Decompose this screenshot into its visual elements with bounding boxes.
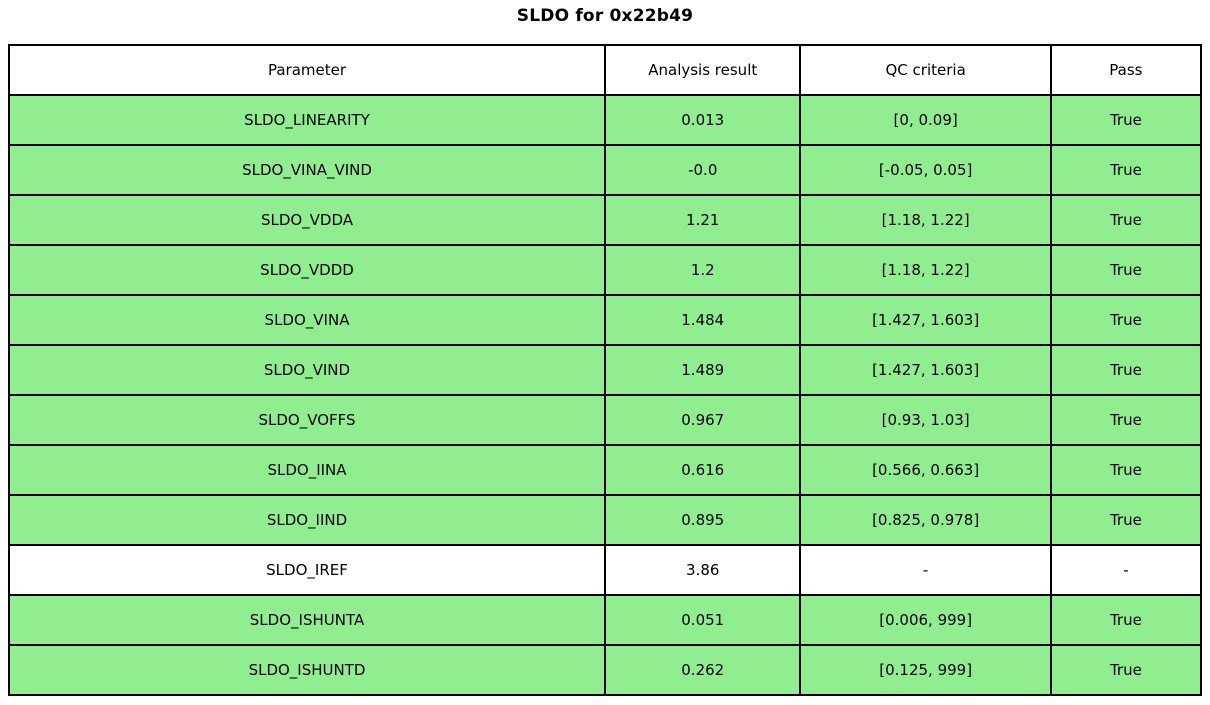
analysis-result-cell: 1.484 <box>603 294 802 346</box>
qc-results-table: Parameter Analysis result QC criteria Pa… <box>8 44 1203 696</box>
parameter-cell: SLDO_IIND <box>8 494 606 546</box>
table-row: SLDO_VIND 1.489 [1.427, 1.603] True <box>8 344 1203 396</box>
parameter-cell: SLDO_VOFFS <box>8 394 606 446</box>
parameter-cell: SLDO_VINA <box>8 294 606 346</box>
table-row: SLDO_IREF 3.86- - <box>8 544 1203 596</box>
table-row: SLDO_VINA_VIND -0.0 [-0.05, 0.05] True <box>8 144 1203 196</box>
analysis-result-cell: 1.489 <box>603 344 802 396</box>
parameter-cell: SLDO_VINA_VIND <box>8 144 606 196</box>
pass-cell: True <box>1049 644 1203 696</box>
table-row: SLDO_VDDA 1.21 [1.18, 1.22] True <box>8 194 1203 246</box>
header-row: Parameter Analysis result QC criteria Pa… <box>8 44 1203 96</box>
pass-cell: True <box>1049 444 1203 496</box>
parameter-cell: SLDO_LINEARITY <box>8 94 606 146</box>
analysis-result-cell: -0.0 <box>603 144 802 196</box>
parameter-cell: SLDO_IREF <box>8 544 606 596</box>
qc-criteria-cell: - <box>799 544 1052 596</box>
table-row: SLDO_VINA 1.484 [1.427, 1.603] True <box>8 294 1203 346</box>
pass-cell: True <box>1049 94 1203 146</box>
col-header-qc-criteria: QC criteria <box>799 44 1052 96</box>
col-header-pass: Pass <box>1049 44 1203 96</box>
parameter-cell: SLDO_VDDA <box>8 194 606 246</box>
col-header-parameter: Parameter <box>8 44 606 96</box>
analysis-result-cell: 1.2 <box>603 244 802 296</box>
qc-criteria-cell: [1.427, 1.603] <box>799 344 1052 396</box>
qc-criteria-cell: [0.93, 1.03] <box>799 394 1052 446</box>
qc-criteria-cell: [1.18, 1.22] <box>799 194 1052 246</box>
table-row: SLDO_VOFFS 0.967 [0.93, 1.03] True <box>8 394 1203 446</box>
pass-cell: True <box>1049 494 1203 546</box>
pass-cell: True <box>1049 394 1203 446</box>
qc-criteria-cell: [0.566, 0.663] <box>799 444 1052 496</box>
pass-cell: - <box>1049 544 1203 596</box>
table-row: SLDO_ISHUNTA 0.051 [0.006, 999] True <box>8 594 1203 646</box>
parameter-cell: SLDO_VDDD <box>8 244 606 296</box>
qc-criteria-cell: [0.825, 0.978] <box>799 494 1052 546</box>
parameter-cell: SLDO_VIND <box>8 344 606 396</box>
parameter-cell: SLDO_ISHUNTD <box>8 644 606 696</box>
parameter-cell: SLDO_ISHUNTA <box>8 594 606 646</box>
pass-cell: True <box>1049 344 1203 396</box>
table-row: SLDO_IINA 0.616 [0.566, 0.663] True <box>8 444 1203 496</box>
pass-cell: True <box>1049 144 1203 196</box>
analysis-result-cell: 0.967 <box>603 394 802 446</box>
analysis-result-cell: 3.86 <box>603 544 802 596</box>
analysis-result-cell: 0.013 <box>603 94 802 146</box>
qc-criteria-cell: [0, 0.09] <box>799 94 1052 146</box>
qc-criteria-cell: [0.125, 999] <box>799 644 1052 696</box>
qc-criteria-cell: [0.006, 999] <box>799 594 1052 646</box>
col-header-analysis-result: Analysis result <box>603 44 802 96</box>
analysis-result-cell: 0.262 <box>603 644 802 696</box>
pass-cell: True <box>1049 294 1203 346</box>
qc-criteria-cell: [1.427, 1.603] <box>799 294 1052 346</box>
table-row: SLDO_LINEARITY 0.013 [0, 0.09] True <box>8 94 1203 146</box>
figure-title: SLDO for 0x22b49 <box>516 6 694 26</box>
analysis-result-cell: 1.21 <box>603 194 802 246</box>
pass-cell: True <box>1049 194 1203 246</box>
parameter-cell: SLDO_IINA <box>8 444 606 496</box>
table-row: SLDO_VDDD 1.2 [1.18, 1.22] True <box>8 244 1203 296</box>
pass-cell: True <box>1049 244 1203 296</box>
qc-criteria-cell: [1.18, 1.22] <box>799 244 1052 296</box>
pass-cell: True <box>1049 594 1203 646</box>
table-row: SLDO_ISHUNTD 0.262 [0.125, 999] True <box>8 644 1203 696</box>
qc-criteria-cell: [-0.05, 0.05] <box>799 144 1052 196</box>
analysis-result-cell: 0.051 <box>603 594 802 646</box>
analysis-result-cell: 0.895 <box>603 494 802 546</box>
table-row: SLDO_IIND 0.895 [0.825, 0.978] True <box>8 494 1203 546</box>
analysis-result-cell: 0.616 <box>603 444 802 496</box>
